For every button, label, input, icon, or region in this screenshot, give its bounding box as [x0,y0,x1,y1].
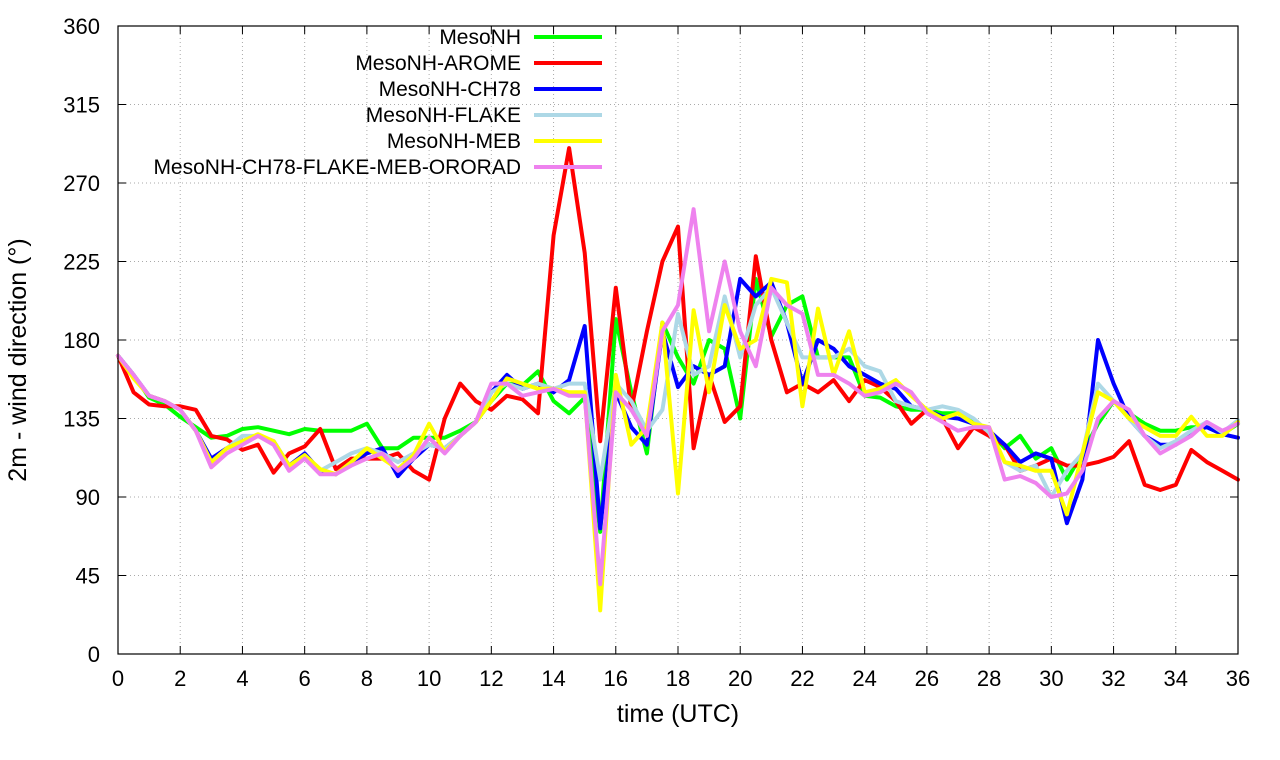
series-layer [116,146,1240,613]
x-tick-label: 10 [417,666,441,691]
grid-lines [118,26,1238,654]
y-axis-label: 2m - wind direction (°) [4,238,32,481]
y-tick-label: 315 [63,93,100,118]
x-tick-label: 6 [299,666,311,691]
y-tick-label: 90 [76,485,100,510]
x-tick-label: 24 [852,666,876,691]
y-tick-label: 360 [63,14,100,39]
y-tick-label: 270 [63,171,100,196]
x-tick-label: 16 [604,666,628,691]
x-tick-label: 32 [1101,666,1125,691]
legend-label-5: MesoNH-CH78-FLAKE-MEB-ORORAD [153,156,521,179]
x-tick-label: 0 [112,666,124,691]
x-tick-label: 4 [236,666,248,691]
series-line-0 [116,276,1240,534]
x-tick-label: 26 [915,666,939,691]
axis-ticks: 0 2 4 6 8 10 12 14 16 18 20 22 24 26 28 30 32 34 360459013… [63,14,1250,691]
x-tick-label: 12 [479,666,503,691]
x-tick-label: 14 [541,666,565,691]
legend-label-3: MesoNH-FLAKE [366,104,521,127]
legend: MesoNH MesoNH-AROME MesoNH-CH78 MesoNH-FLAK… [153,26,602,179]
x-tick-label: 22 [790,666,814,691]
legend-label-2: MesoNH-CH78 [379,78,521,101]
legend-label-4: MesoNH-MEB [387,130,521,153]
x-tick-label: 2 [174,666,186,691]
y-tick-label: 135 [63,407,100,432]
series-line-4 [116,276,1240,613]
x-tick-label: 28 [977,666,1001,691]
x-axis-label: time (UTC) [617,700,739,728]
x-tick-label: 8 [361,666,373,691]
x-tick-label: 30 [1039,666,1063,691]
x-tick-label: 20 [728,666,752,691]
x-tick-label: 34 [1164,666,1188,691]
x-tick-label: 18 [666,666,690,691]
y-tick-label: 225 [63,250,100,275]
series-line-5 [116,207,1240,587]
legend-label-1: MesoNH-AROME [355,52,521,75]
legend-label-0: MesoNH [439,26,521,49]
x-tick-label: 36 [1226,666,1250,691]
y-tick-label: 180 [63,328,100,353]
y-tick-label: 0 [88,642,100,667]
y-tick-label: 45 [76,564,100,589]
